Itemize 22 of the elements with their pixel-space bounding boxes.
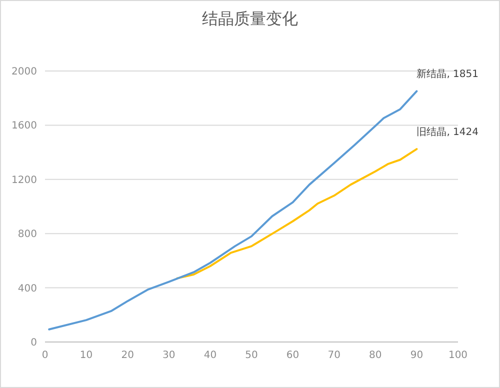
line-series xyxy=(48,90,418,330)
y-tick-label: 400 xyxy=(18,283,37,294)
chart-title: 结晶质量变化 xyxy=(202,9,298,28)
x-tick-label: 80 xyxy=(369,350,382,361)
text: 新结晶, 1851 xyxy=(416,69,479,80)
x-tick-label: 70 xyxy=(328,350,340,361)
x-tick-label: 40 xyxy=(204,350,217,361)
x-tick-label: 30 xyxy=(162,350,176,361)
x-tick-label: 10 xyxy=(80,350,93,361)
y-tick-label: 1200 xyxy=(12,174,37,186)
x-tick-label: 50 xyxy=(245,350,258,361)
line-series xyxy=(176,148,418,280)
x-tick-label: 0 xyxy=(42,350,48,361)
x-tick-label: 100 xyxy=(448,350,468,361)
x-tick-label: 60 xyxy=(286,350,300,361)
x-tick-label: 20 xyxy=(121,350,134,361)
x-tick-label: 90 xyxy=(410,350,424,361)
y-tick-label: 1600 xyxy=(12,120,37,132)
y-tick-label: 0 xyxy=(30,338,37,348)
y-tick-label: 800 xyxy=(18,229,37,240)
text: 旧结晶, 1424 xyxy=(416,127,479,138)
y-tick-label: 2000 xyxy=(12,66,37,78)
